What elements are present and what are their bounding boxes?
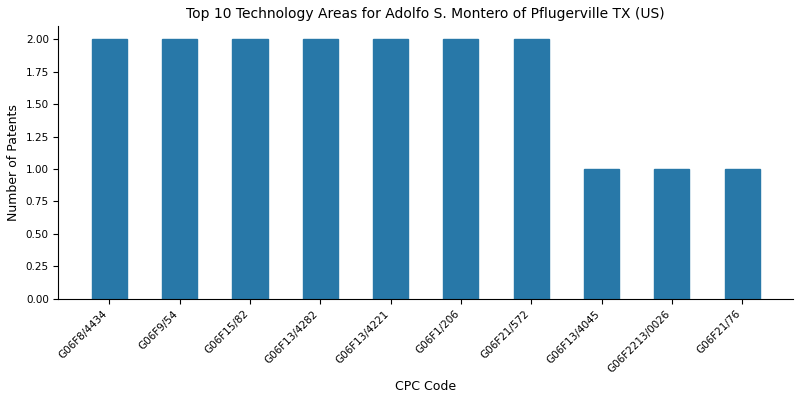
Bar — [514, 39, 549, 299]
Bar — [654, 169, 690, 299]
Bar — [584, 169, 619, 299]
X-axis label: CPC Code: CPC Code — [395, 380, 456, 393]
Title: Top 10 Technology Areas for Adolfo S. Montero of Pflugerville TX (US): Top 10 Technology Areas for Adolfo S. Mo… — [186, 7, 665, 21]
Bar — [233, 39, 268, 299]
Y-axis label: Number of Patents: Number of Patents — [7, 104, 20, 221]
Bar — [443, 39, 478, 299]
Bar — [373, 39, 408, 299]
Bar — [302, 39, 338, 299]
Bar — [725, 169, 760, 299]
Bar — [162, 39, 198, 299]
Bar — [92, 39, 127, 299]
